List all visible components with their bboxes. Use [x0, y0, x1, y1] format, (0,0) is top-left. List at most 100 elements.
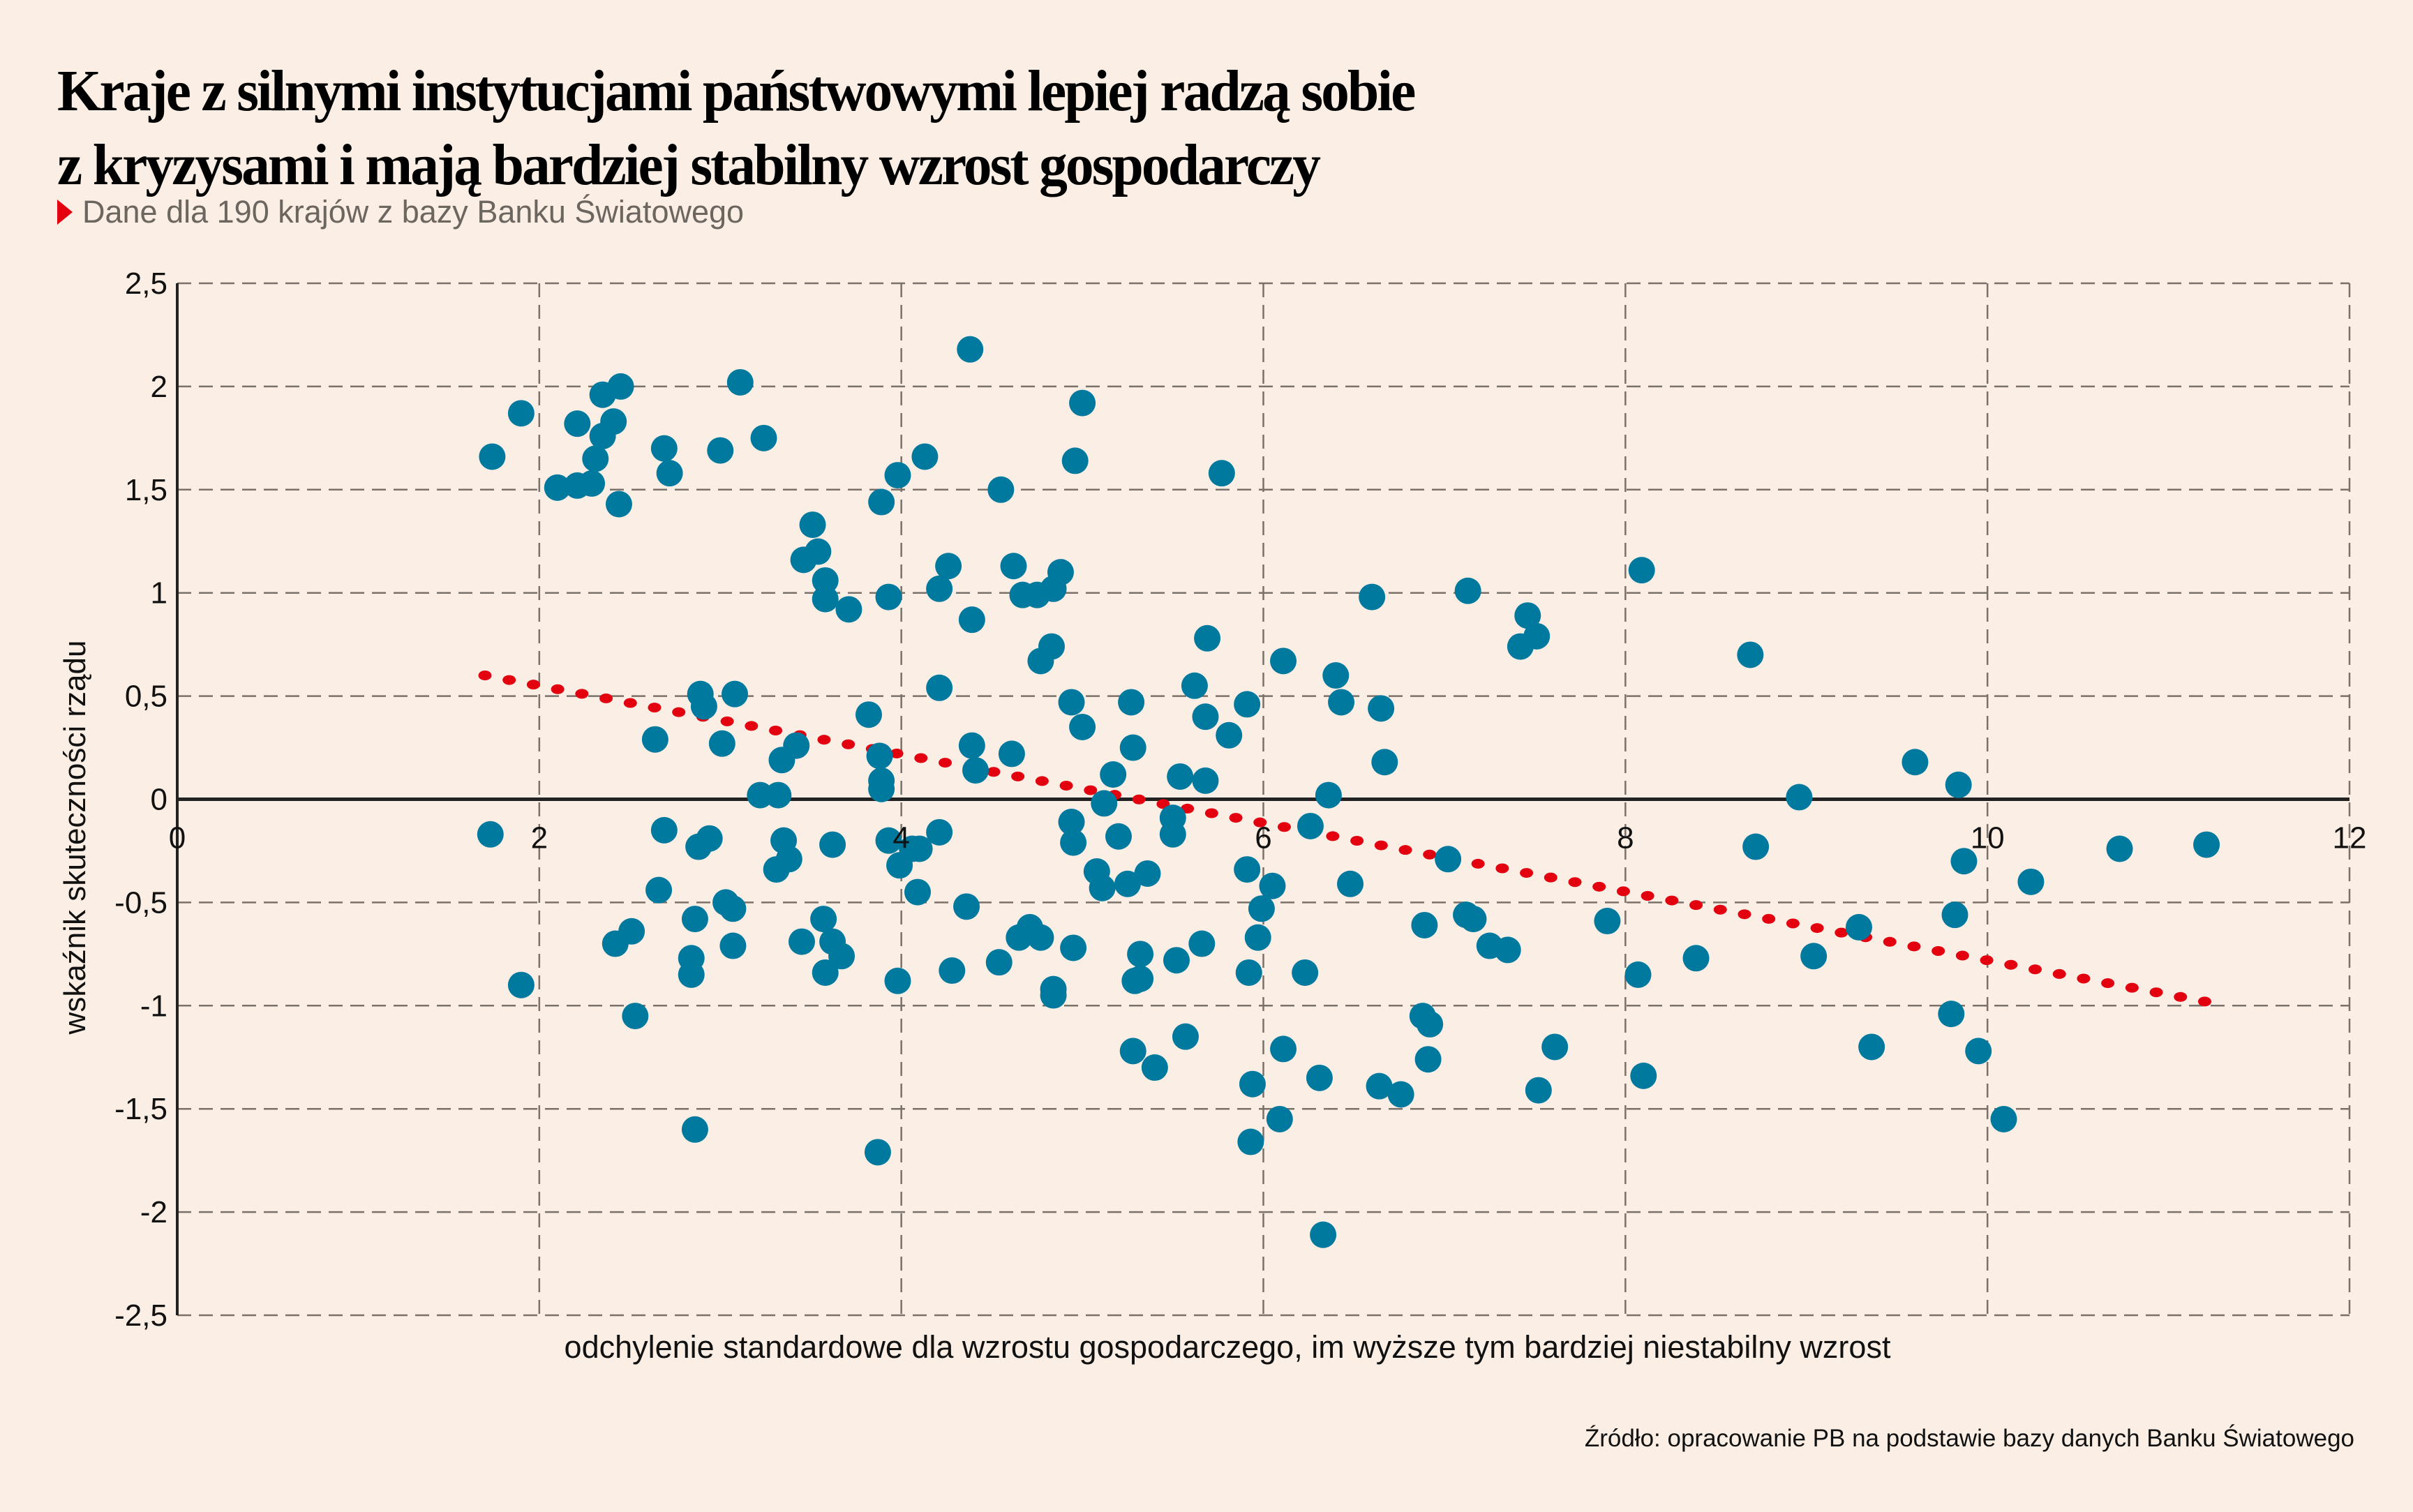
trend-dot — [1132, 794, 1146, 804]
data-point — [582, 445, 609, 472]
data-point — [2106, 835, 2133, 862]
data-point — [1172, 1023, 1199, 1050]
trend-dot — [2077, 973, 2091, 984]
x-tick-label: 12 — [2333, 821, 2367, 855]
data-point — [1366, 1072, 1393, 1100]
data-point — [1244, 924, 1271, 951]
data-point — [763, 856, 790, 883]
data-point — [1127, 941, 1154, 968]
trend-dot — [1810, 923, 1824, 934]
trend-dot — [1059, 781, 1073, 791]
trend-dot — [1786, 918, 1800, 929]
trend-dot — [2174, 991, 2188, 1002]
trend-dot — [502, 675, 516, 685]
data-point — [1902, 749, 1929, 776]
data-point — [868, 488, 895, 516]
data-point — [958, 732, 985, 759]
y-tick-label: -1 — [140, 989, 167, 1023]
trend-dot — [1932, 945, 1945, 956]
trend-dot — [1955, 950, 1969, 961]
data-point — [1105, 823, 1132, 850]
chart-title: Kraje z silnymi instytucjami państwowymi… — [57, 54, 1416, 202]
data-point — [855, 701, 882, 728]
trend-dot — [1011, 771, 1025, 781]
data-point — [957, 336, 984, 363]
data-point — [1119, 734, 1146, 761]
trend-dot — [817, 735, 831, 745]
data-point — [1069, 389, 1096, 417]
y-tick-label: 1,5 — [125, 473, 167, 507]
data-point — [864, 1139, 891, 1166]
data-point — [1134, 860, 1161, 887]
data-point — [544, 474, 571, 501]
data-point — [911, 443, 939, 470]
data-point — [1239, 1070, 1266, 1098]
trend-dot — [1253, 817, 1267, 828]
data-point — [835, 596, 862, 623]
y-tick-label: -2 — [140, 1195, 167, 1229]
data-point — [1337, 870, 1364, 897]
data-point — [1159, 821, 1186, 848]
data-point — [1127, 965, 1154, 992]
data-point — [812, 959, 839, 986]
trend-dot — [842, 739, 856, 749]
x-tick-label: 0 — [169, 821, 186, 855]
trend-dot — [575, 689, 589, 699]
trend-dot — [2125, 982, 2139, 993]
trend-dot — [648, 703, 662, 713]
trend-dot — [2101, 978, 2115, 989]
data-point — [810, 906, 837, 933]
trend-dot — [2004, 959, 2018, 970]
data-point — [696, 825, 723, 852]
data-point — [1950, 848, 1978, 875]
data-point — [1297, 812, 1324, 839]
axes — [176, 283, 2350, 1315]
data-point — [1270, 648, 1297, 675]
data-point — [1938, 1001, 1965, 1028]
data-point — [681, 906, 708, 933]
data-point — [1310, 1221, 1337, 1248]
data-point — [1594, 908, 1621, 935]
data-point — [1208, 460, 1235, 487]
trend-dot — [890, 748, 904, 758]
data-point — [650, 435, 678, 462]
x-tick-label: 4 — [892, 821, 909, 855]
trend-dot — [1738, 909, 1751, 920]
data-point — [1181, 672, 1208, 699]
data-point — [1306, 1064, 1333, 1091]
data-point — [1630, 1062, 1657, 1089]
trend-dot — [1471, 858, 1485, 869]
chart-title-line-1: Kraje z silnymi instytucjami państwowymi… — [57, 59, 1416, 123]
data-point — [799, 511, 826, 539]
data-point — [1454, 577, 1481, 604]
trend-dot — [769, 726, 783, 736]
data-point — [1417, 1010, 1444, 1038]
data-point — [1234, 856, 1261, 883]
data-point — [1460, 906, 1487, 933]
trend-dot — [1689, 900, 1703, 911]
y-tick-label: 2 — [151, 370, 167, 404]
data-point — [750, 424, 777, 451]
data-point — [790, 546, 817, 574]
data-point — [708, 730, 735, 757]
trend-dot — [2052, 968, 2066, 979]
trend-dot — [745, 721, 759, 731]
data-point — [1060, 934, 1087, 961]
data-point — [788, 928, 815, 955]
data-point — [1328, 689, 1355, 716]
trend-dot — [1883, 936, 1897, 947]
data-point — [768, 747, 795, 774]
data-point — [479, 443, 506, 470]
data-point — [477, 821, 504, 848]
y-tick-label: 0,5 — [125, 680, 167, 714]
data-point — [1945, 771, 1972, 798]
data-point — [507, 971, 535, 998]
trend-dot — [2197, 996, 2211, 1007]
data-point — [1800, 943, 1828, 970]
data-point — [828, 943, 856, 970]
trend-dot — [1277, 822, 1291, 832]
x-tick-label: 2 — [531, 821, 548, 855]
data-point — [564, 410, 591, 437]
y-tick-label: 2,5 — [125, 267, 167, 301]
data-point — [1167, 763, 1194, 790]
